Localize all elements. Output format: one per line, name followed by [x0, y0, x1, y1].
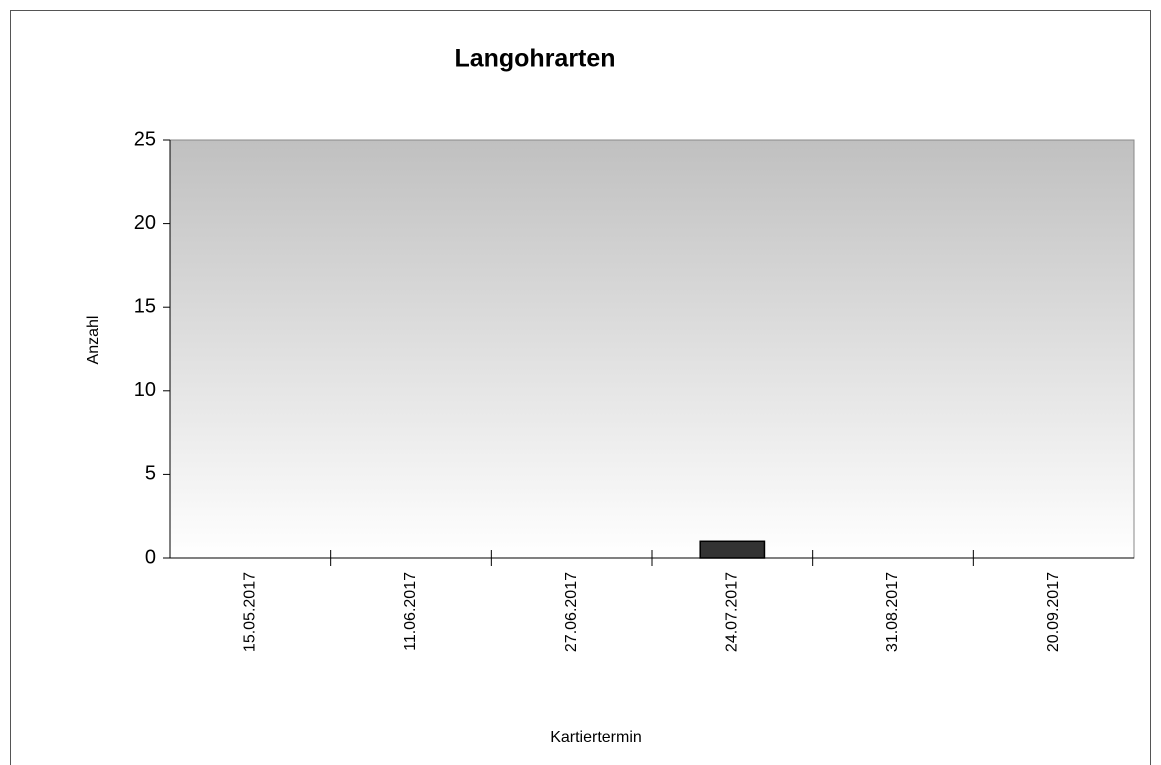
plot-area: [169, 139, 1135, 559]
x-axis-title: Kartiertermin: [550, 729, 642, 746]
x-tick-label: 15.05.2017: [242, 572, 259, 652]
x-tick-label: 20.09.2017: [1045, 572, 1062, 652]
y-tick-label: 20: [134, 212, 156, 234]
y-tick-label: 10: [134, 379, 156, 401]
y-tick-label: 25: [134, 128, 156, 150]
x-tick-label: 31.08.2017: [884, 572, 901, 652]
x-tick-label: 24.07.2017: [724, 572, 741, 652]
x-tick-label: 11.06.2017: [402, 572, 419, 651]
bar: [699, 540, 766, 559]
y-tick-label: 0: [145, 546, 156, 568]
y-tick-label: 5: [145, 463, 156, 485]
chart-title: Langohrarten: [454, 45, 615, 73]
y-tick-label: 15: [134, 295, 156, 317]
x-tick-label: 27.06.2017: [563, 572, 580, 652]
y-axis-title: Anzahl: [85, 316, 102, 365]
